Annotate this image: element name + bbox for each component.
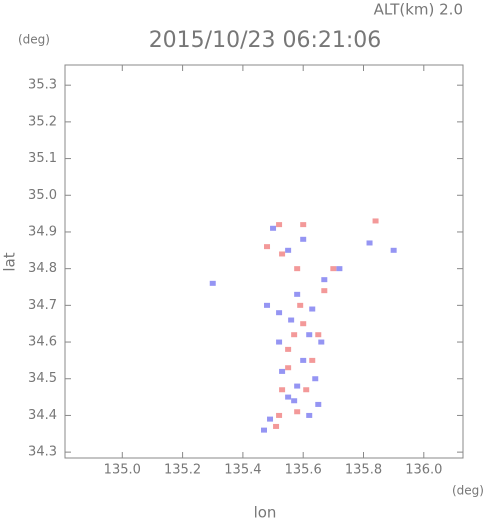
y-tick-label: 34.4 <box>28 408 57 423</box>
echo-point <box>306 332 313 338</box>
echo-point <box>321 277 328 283</box>
echo-point <box>261 427 267 433</box>
echo-point <box>321 288 328 294</box>
echo-point <box>309 306 316 312</box>
echo-point <box>294 383 301 389</box>
echo-point <box>264 244 271 250</box>
echo-point <box>285 346 292 352</box>
y-unit: (deg) <box>18 33 50 47</box>
y-axis-label: lat <box>1 252 19 271</box>
echo-point <box>297 302 304 308</box>
echo-point <box>267 416 274 422</box>
echo-point <box>285 247 292 253</box>
x-tick-label: 136.0 <box>405 463 442 478</box>
echo-point <box>276 339 283 345</box>
y-tick-label: 34.9 <box>28 224 57 239</box>
x-tick-label: 135.4 <box>224 463 261 478</box>
x-unit: (deg) <box>452 484 484 498</box>
x-tick-label: 135.8 <box>345 463 382 478</box>
echo-point <box>279 368 286 374</box>
x-axis-label: lon <box>254 504 277 521</box>
y-tick-label: 34.5 <box>28 371 57 386</box>
chart-title: 2015/10/23 06:21:06 <box>149 28 382 53</box>
y-tick-label: 34.3 <box>28 445 57 460</box>
y-tick-label: 34.7 <box>28 298 57 313</box>
echo-point <box>315 332 322 338</box>
echo-point <box>291 398 298 404</box>
echo-point <box>270 225 277 231</box>
echo-point <box>372 218 379 224</box>
x-tick-label: 135.0 <box>104 463 141 478</box>
echo-point <box>300 321 307 327</box>
echo-point <box>273 423 280 429</box>
echo-point <box>209 280 216 286</box>
echo-point <box>366 240 373 246</box>
y-tick-label: 35.3 <box>28 78 57 93</box>
echo-point <box>276 222 283 228</box>
echo-point <box>318 339 325 345</box>
echo-point <box>390 247 397 253</box>
echo-point <box>294 409 301 415</box>
echo-point <box>300 236 307 242</box>
echo-point <box>300 222 307 228</box>
echo-point <box>264 302 271 308</box>
y-tick-label: 34.6 <box>28 335 57 350</box>
echo-point <box>300 357 307 363</box>
x-tick-label: 135.6 <box>285 463 322 478</box>
echo-point <box>279 251 286 257</box>
echo-point <box>312 376 319 382</box>
echo-point <box>285 394 292 400</box>
echo-point <box>276 310 283 316</box>
echo-point <box>336 266 343 272</box>
echo-point <box>294 291 301 297</box>
echo-point <box>330 266 337 272</box>
echo-point <box>306 412 313 418</box>
plot-frame <box>64 64 464 459</box>
y-tick-label: 35.2 <box>28 114 57 129</box>
echo-point <box>309 357 316 363</box>
echo-point <box>276 412 283 418</box>
echo-point <box>294 266 301 272</box>
altitude-label: ALT(km) 2.0 <box>374 1 463 19</box>
echo-point <box>288 317 295 323</box>
y-tick-label: 34.8 <box>28 261 57 276</box>
echo-point <box>303 387 310 393</box>
echo-point <box>285 365 292 371</box>
y-tick-label: 35.0 <box>28 188 57 203</box>
echo-point <box>291 332 298 338</box>
y-tick-label: 35.1 <box>28 151 57 166</box>
x-tick-label: 135.2 <box>164 463 201 478</box>
echo-point <box>315 401 322 407</box>
echo-point <box>279 387 286 393</box>
